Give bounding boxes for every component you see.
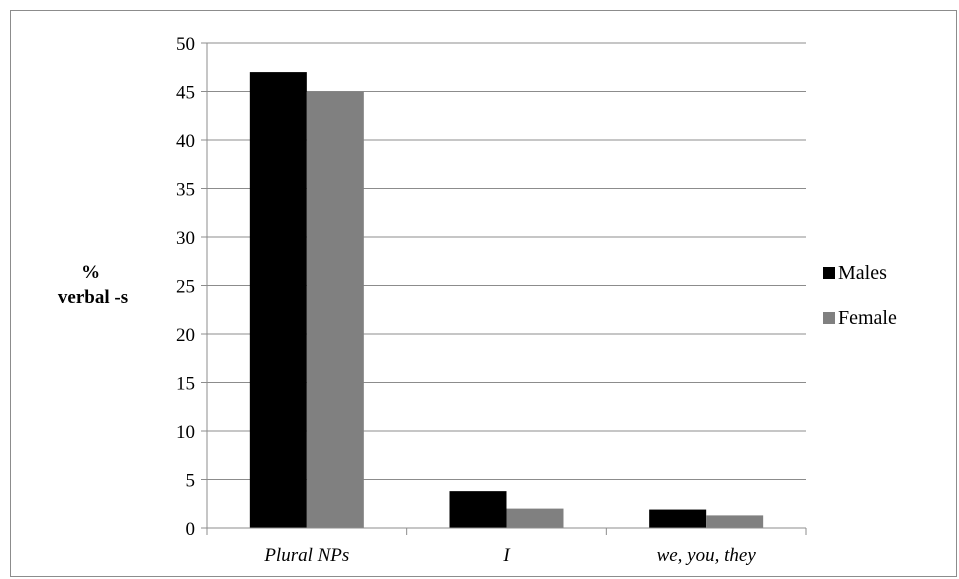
- legend-swatch-female: [823, 312, 835, 324]
- category-label: I: [502, 545, 511, 566]
- legend-label-female: Female: [838, 307, 897, 329]
- y-tick-label: 10: [176, 422, 195, 443]
- bars: [249, 72, 764, 528]
- bar-female-2: [506, 508, 564, 528]
- y-tick-label: 0: [186, 519, 196, 540]
- y-tick-label: 30: [176, 228, 195, 249]
- y-axis-label-line-2: verbal -s: [58, 287, 128, 308]
- y-tick-label: 25: [176, 277, 195, 298]
- y-tick-label: 20: [176, 325, 195, 346]
- legend-swatch-males: [823, 267, 835, 279]
- bar-males-3: [649, 509, 707, 528]
- y-tick-label: 5: [186, 471, 196, 492]
- y-tick-label: 35: [176, 180, 195, 201]
- y-axis-label-line-1: %: [81, 262, 100, 283]
- bar-female-1: [306, 91, 364, 528]
- bar-males-1: [249, 72, 307, 528]
- category-label: we, you, they: [657, 545, 757, 566]
- legend: Males Female: [823, 262, 897, 329]
- y-tick-label: 50: [176, 34, 195, 55]
- y-tick-label: 15: [176, 374, 195, 395]
- bar-female-3: [706, 515, 764, 528]
- y-tick-label: 45: [176, 83, 195, 104]
- axes: [201, 42, 807, 535]
- y-tick-label: 40: [176, 131, 195, 152]
- category-label: Plural NPs: [263, 545, 349, 566]
- y-axis-label: % verbal -s: [58, 262, 128, 308]
- y-tick-labels: 0 5 10 15 20 25 30 35 40 45 50: [176, 34, 195, 540]
- legend-label-males: Males: [838, 262, 887, 284]
- bar-males-2: [449, 491, 507, 528]
